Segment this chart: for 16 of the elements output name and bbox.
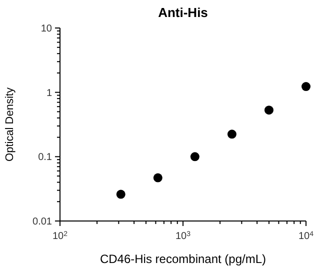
- y-tick-label: 1: [46, 88, 52, 99]
- x-tick-label: 10$^{4}$: [298, 230, 314, 242]
- chart-title: Anti-His: [158, 5, 208, 20]
- y-axis-title: Optical Density: [4, 87, 16, 162]
- y-tick-label: 0.1: [38, 152, 52, 164]
- point: [302, 82, 310, 92]
- x-tick-label: 10$^{3}$: [175, 230, 191, 242]
- point: [116, 190, 126, 199]
- point: [264, 106, 274, 115]
- x-axis-title: CD46-His recombinant (pg/mL): [100, 252, 266, 266]
- y-tick-label: 0.01: [32, 216, 52, 228]
- x-tick-label: 10$^{2}$: [52, 230, 68, 242]
- point: [227, 130, 236, 139]
- point: [153, 173, 162, 182]
- y-tick-label: 10: [40, 24, 52, 34]
- point: [190, 152, 200, 162]
